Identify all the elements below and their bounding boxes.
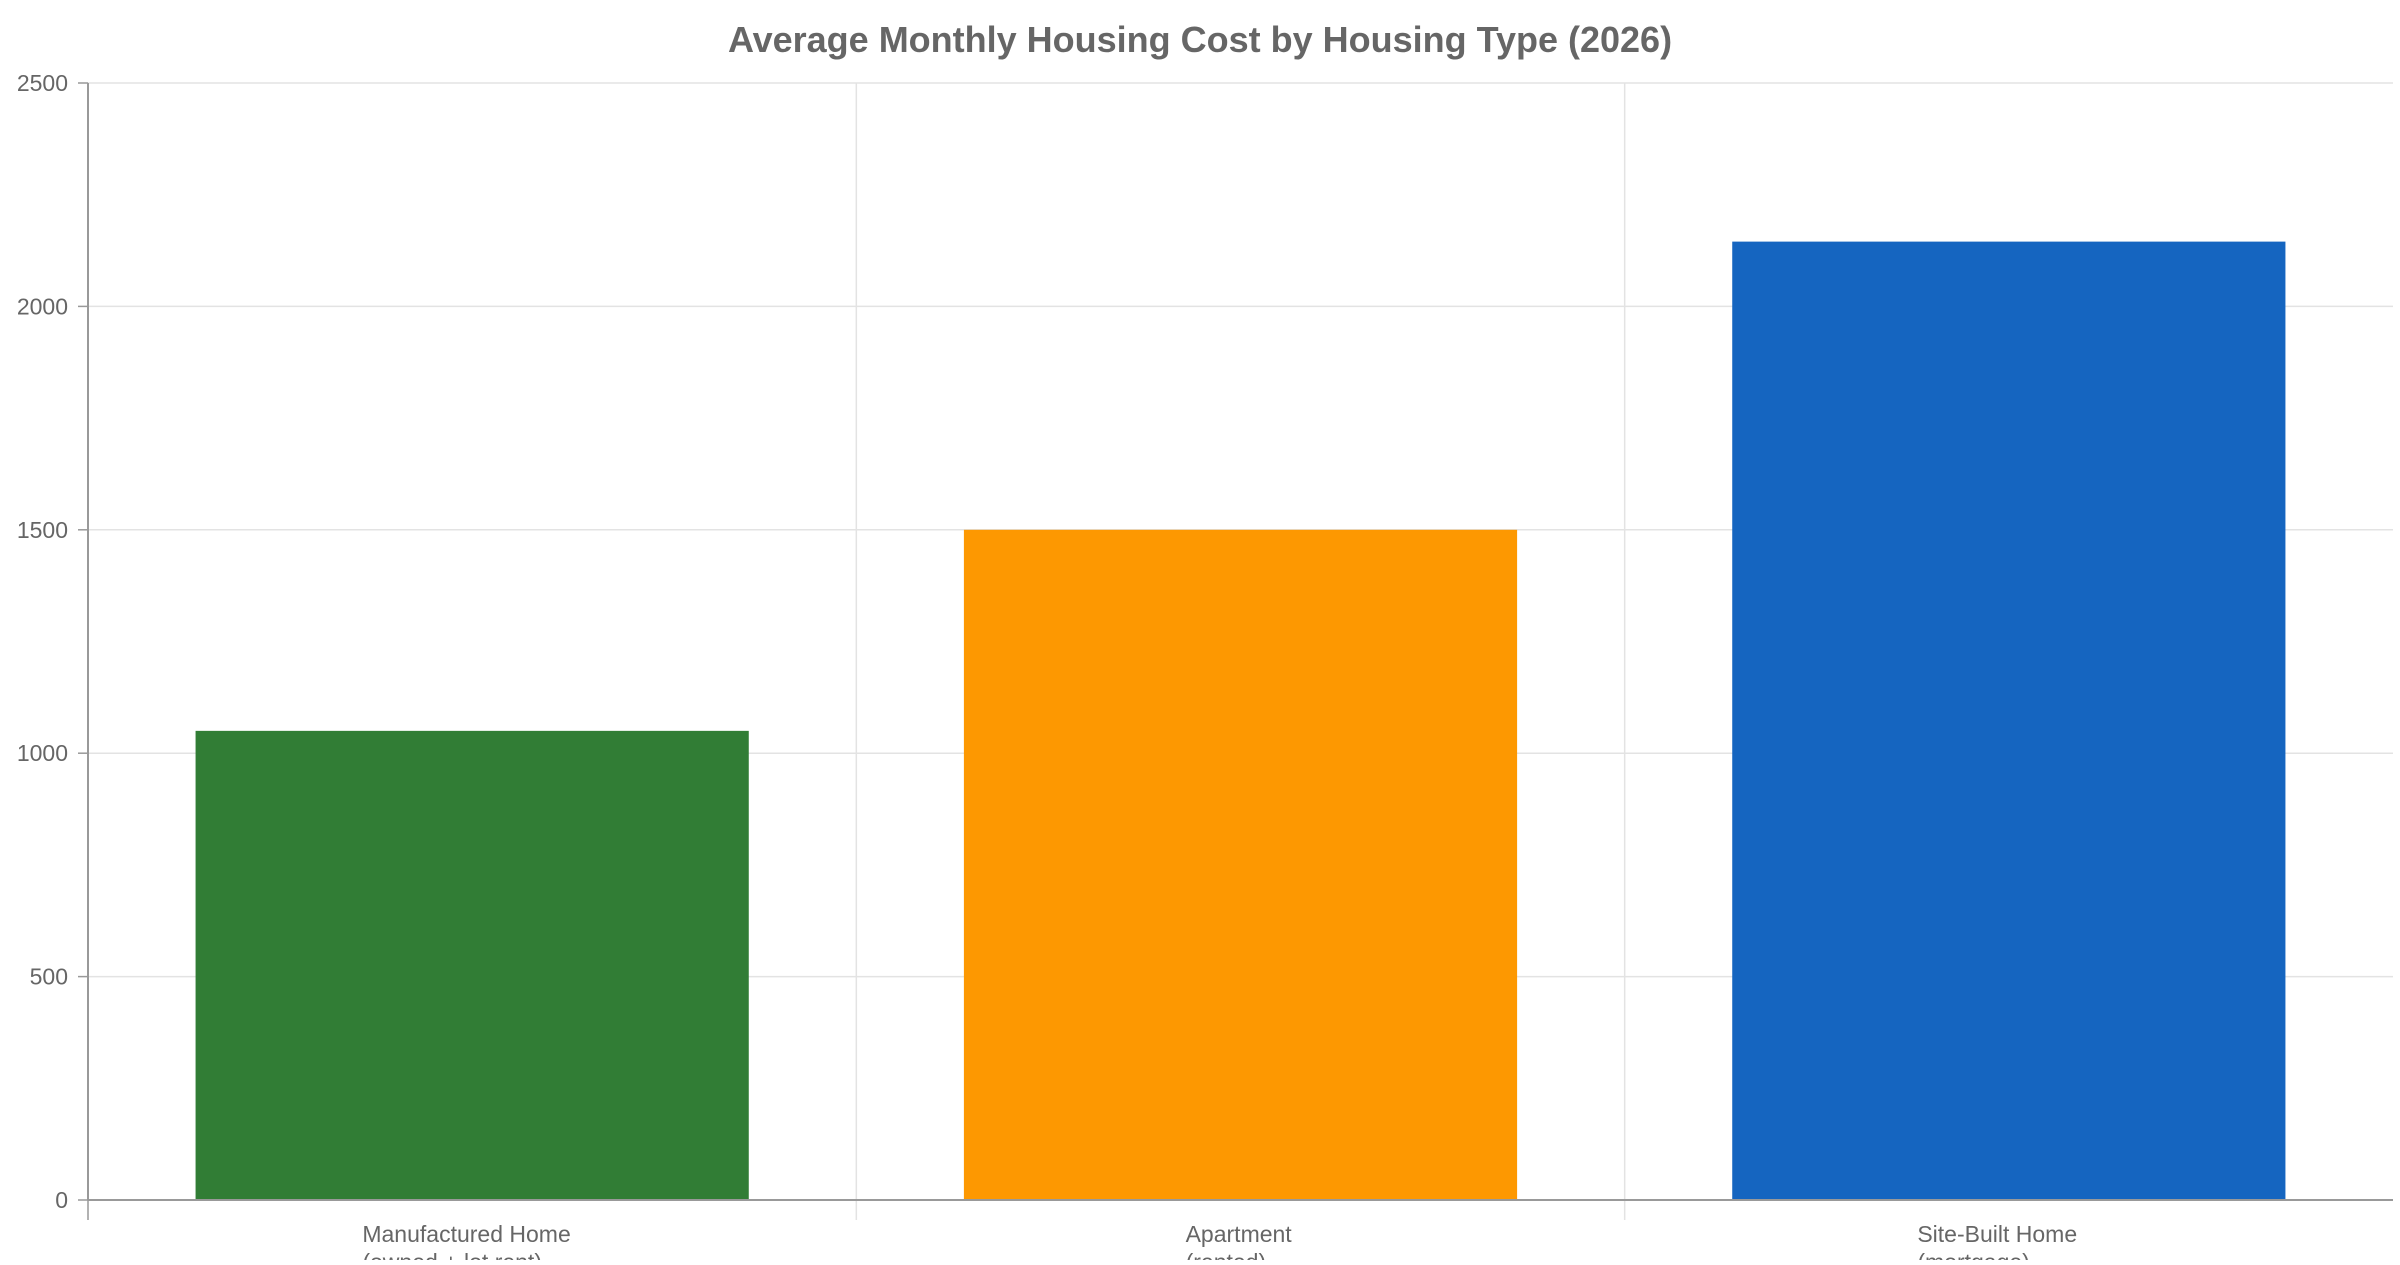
axes [78, 82, 2393, 1220]
y-tick-label: 2500 [17, 70, 68, 96]
bar [1732, 241, 2286, 1200]
x-tick-label: (mortgage) [1917, 1249, 2029, 1260]
bars [195, 241, 2286, 1200]
x-tick-label: Manufactured Home [362, 1221, 570, 1247]
x-tick-label: Site-Built Home [1917, 1221, 2077, 1247]
axis-labels: 0 500 1000 1500 2000 2500 Manufactured Home (ow… [17, 70, 2077, 1265]
bar [195, 730, 749, 1200]
chart-title: Average Monthly Housing Cost by Housing … [728, 19, 1672, 60]
y-tick-label: 1000 [17, 740, 68, 766]
y-tick-label: 0 [55, 1187, 68, 1213]
y-tick-label: 1500 [17, 517, 68, 543]
y-tick-label: 500 [30, 964, 68, 990]
x-tick-label: (owned + lot rent) [362, 1249, 542, 1260]
bar [963, 529, 1518, 1200]
x-tick-label: Apartment [1186, 1221, 1293, 1247]
y-tick-label: 2000 [17, 293, 68, 319]
x-tick-label: (rented) [1186, 1249, 1267, 1260]
